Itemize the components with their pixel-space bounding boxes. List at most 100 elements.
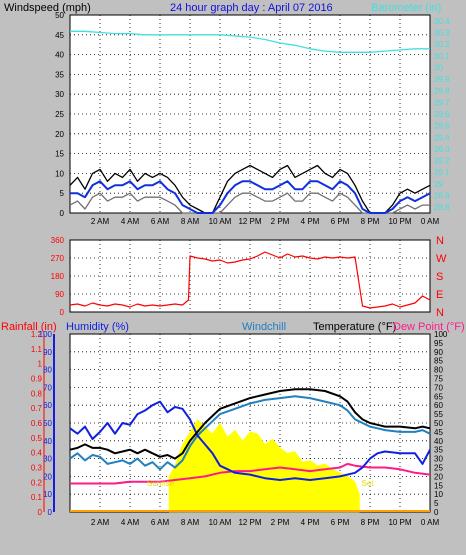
- windchill-legend-label: Windchill: [242, 321, 286, 333]
- wind-y-tick-label: 35: [55, 70, 64, 79]
- wind-y-tick-label: 15: [55, 150, 64, 159]
- wind_avg-line: [70, 180, 431, 214]
- humidity-line: [69, 400, 431, 481]
- dewpoint-line: [70, 462, 431, 485]
- windchill-line: [69, 395, 431, 471]
- dewpoint-legend-label: Dew Point (°F): [393, 321, 465, 333]
- x-tick-label: 4 PM: [301, 518, 320, 527]
- sunrise-label: Sunrise: [147, 479, 175, 488]
- x-tick-label: 10 AM: [209, 217, 232, 226]
- rain-y-tick-label: 0.4: [31, 449, 43, 458]
- x-tick-label: 8 PM: [361, 518, 380, 527]
- dir-y-tick-label: 180: [51, 272, 65, 281]
- temp-y-tick-label: 5: [434, 499, 439, 508]
- rain-y-tick-label: 1: [38, 360, 43, 369]
- graph-title: 24 hour graph day : April 07 2016: [170, 2, 333, 14]
- rain-y-tick-label: 0.7: [31, 404, 43, 413]
- baro-y-tick-label: 29.7: [434, 98, 450, 107]
- humidity-y-tick-label: 70: [43, 383, 52, 392]
- wind-y-tick-label: 5: [60, 189, 65, 198]
- baro-y-tick-label: 28.9: [434, 192, 450, 201]
- baro-y-tick-label: 29: [434, 180, 443, 189]
- baro-y-tick-label: 29.2: [434, 157, 450, 166]
- compass-label: N: [436, 235, 444, 247]
- humidity-y-tick-label: 50: [43, 419, 52, 428]
- baro-y-tick-label: 30.2: [434, 40, 450, 49]
- compass-label: E: [436, 289, 443, 301]
- temp-y-tick-label: 60: [434, 401, 443, 410]
- temp-y-tick-label: 35: [434, 446, 443, 455]
- temp-y-tick-label: 0: [434, 508, 439, 517]
- x-tick-label: 6 AM: [151, 217, 170, 226]
- dir-y-tick-label: 90: [55, 290, 64, 299]
- rain-y-tick-label: 0.2: [31, 478, 43, 487]
- x-tick-label: 4 AM: [121, 518, 140, 527]
- temp-y-tick-label: 65: [434, 392, 443, 401]
- x-tick-label: 2 PM: [271, 518, 290, 527]
- compass-label: N: [436, 307, 444, 319]
- humidity-y-tick-label: 40: [43, 437, 52, 446]
- x-tick-label: 12 PM: [238, 518, 261, 527]
- temp-y-tick-label: 95: [434, 339, 443, 348]
- windspeed-axis-title: Windspeed (mph): [4, 2, 91, 14]
- wind-direction-line: [69, 251, 431, 309]
- baro-y-tick-label: 29.5: [434, 122, 450, 131]
- temp-y-tick-label: 30: [434, 455, 443, 464]
- x-tick-label: 6 PM: [331, 217, 350, 226]
- baro-y-tick-label: 29.8: [434, 87, 450, 96]
- temp-y-tick-label: 85: [434, 357, 443, 366]
- temperature-axis-title: Temperature (°F): [313, 321, 396, 333]
- baro-y-tick-label: 29.1: [434, 168, 450, 177]
- rain-y-tick-label: 0.6: [31, 419, 43, 428]
- rain-y-tick-label: 1.2: [31, 330, 43, 339]
- humidity-y-tick-label: 0: [48, 508, 53, 517]
- rain-y-tick-label: 0.5: [31, 434, 43, 443]
- x-tick-label: 12 PM: [238, 217, 261, 226]
- x-tick-label: 10 AM: [209, 518, 232, 527]
- x-tick-label: 8 PM: [361, 217, 380, 226]
- humidity-y-tick-label: 20: [43, 472, 52, 481]
- x-tick-label: 8 AM: [181, 518, 200, 527]
- baro-y-tick-label: 29.4: [434, 133, 450, 142]
- wind-y-tick-label: 20: [55, 130, 64, 139]
- x-tick-label: 0 AM: [421, 518, 440, 527]
- wind-y-tick-label: 0: [60, 209, 65, 218]
- wind-y-tick-label: 25: [55, 110, 64, 119]
- x-tick-label: 4 PM: [301, 217, 320, 226]
- baro-y-tick-label: 30.4: [434, 17, 450, 26]
- barometer-axis-title: Barometer (in): [371, 2, 441, 14]
- baro-y-tick-label: 30: [434, 63, 443, 72]
- baro-y-tick-label: 30.3: [434, 28, 450, 37]
- solar-area: [168, 419, 360, 513]
- rain-y-tick-label: 0.8: [31, 389, 43, 398]
- baro-y-tick-label: 30.1: [434, 52, 450, 61]
- rainfall-axis-title: Rainfall (in): [1, 321, 57, 333]
- dir-y-tick-label: 360: [51, 236, 65, 245]
- x-tick-label: 6 PM: [331, 518, 350, 527]
- temp-y-tick-label: 50: [434, 419, 443, 428]
- wind-y-tick-label: 10: [55, 169, 64, 178]
- humidity-axis-title: Humidity (%): [66, 321, 129, 333]
- baro-y-tick-label: 29.9: [434, 75, 450, 84]
- wind-y-tick-label: 40: [55, 51, 64, 60]
- x-tick-label: 2 AM: [91, 518, 110, 527]
- temp-y-tick-label: 75: [434, 375, 443, 384]
- temp-y-tick-label: 45: [434, 428, 443, 437]
- temp-y-tick-label: 55: [434, 410, 443, 419]
- temp-y-tick-label: 90: [434, 348, 443, 357]
- temperature-line: [69, 388, 431, 460]
- baro-line: [70, 30, 430, 53]
- rain-y-tick-label: 1.1: [31, 345, 43, 354]
- baro-y-tick-label: 29.6: [434, 110, 450, 119]
- x-tick-label: 2 AM: [91, 217, 110, 226]
- dir-y-tick-label: 270: [51, 254, 65, 263]
- x-tick-label: 0 AM: [421, 217, 440, 226]
- humidity-y-tick-label: 100: [39, 330, 53, 339]
- x-tick-label: 8 AM: [181, 217, 200, 226]
- temp-y-tick-label: 80: [434, 366, 443, 375]
- temp-y-tick-label: 10: [434, 490, 443, 499]
- compass-label: W: [436, 253, 447, 265]
- x-tick-label: 6 AM: [151, 518, 170, 527]
- x-tick-label: 4 AM: [121, 217, 140, 226]
